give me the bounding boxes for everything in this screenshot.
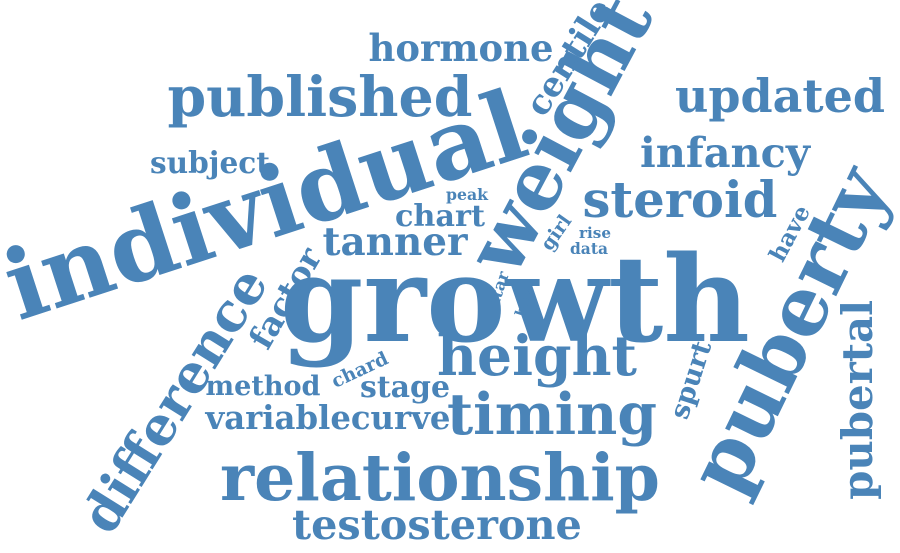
word-hormone: hormone xyxy=(368,25,554,70)
word-stage: stage xyxy=(360,370,450,405)
word-method: method xyxy=(205,370,321,402)
word-steroid: steroid xyxy=(582,170,778,229)
word-published: published xyxy=(167,64,473,130)
word-pubertal: pubertal xyxy=(833,299,883,500)
word-height: height xyxy=(437,322,637,388)
word-data: data xyxy=(570,238,608,258)
word-tanner: tanner xyxy=(322,218,468,265)
word-updated: updated xyxy=(675,69,885,123)
word-variablecurve: variablecurve xyxy=(205,399,451,437)
word-infancy: infancy xyxy=(640,127,810,177)
word-subject: subject xyxy=(150,145,270,180)
word-chart: chart xyxy=(395,199,485,234)
word-peak: peak xyxy=(446,185,488,204)
word-testosterone: testosterone xyxy=(292,499,582,549)
word-relationship: relationship xyxy=(220,439,660,516)
word-growth: growth xyxy=(280,229,750,370)
word-rise: rise xyxy=(579,223,611,242)
word-timing: timing xyxy=(447,381,657,448)
